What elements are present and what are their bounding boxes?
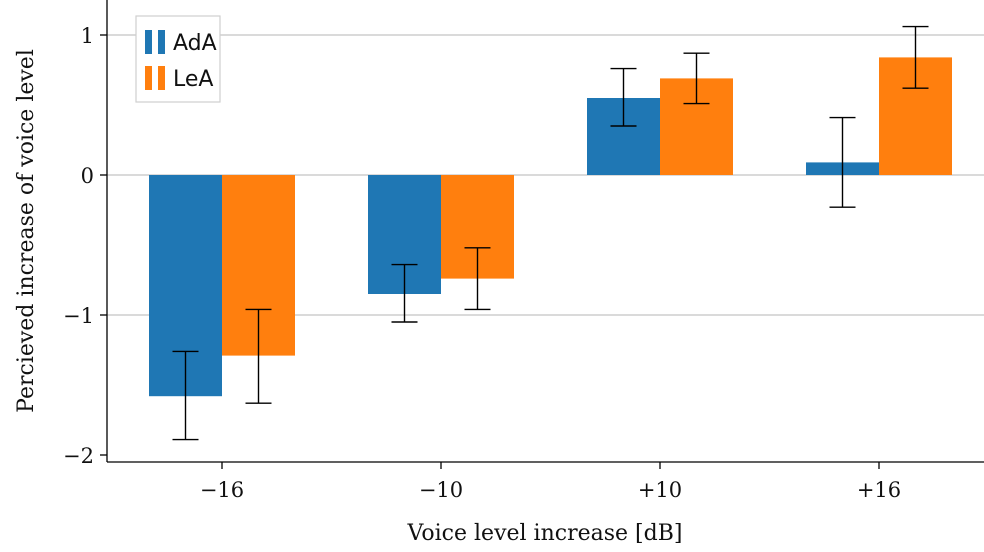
legend-swatch bbox=[158, 30, 165, 54]
y-axis-label: Percieved increase of voice level bbox=[14, 49, 39, 413]
y-tick-label: −1 bbox=[63, 304, 94, 328]
y-tick-label: 0 bbox=[81, 164, 94, 188]
legend-swatch bbox=[158, 66, 165, 90]
legend-swatch bbox=[145, 66, 152, 90]
x-axis-label: Voice level increase [dB] bbox=[407, 521, 683, 546]
bars bbox=[149, 57, 952, 397]
x-tick-label: −16 bbox=[200, 478, 244, 502]
tick-labels: 1 0 −1 −2 −16 −10 +10 +16 bbox=[63, 24, 901, 502]
y-tick-label: 1 bbox=[81, 24, 94, 48]
x-tick-label: +16 bbox=[857, 478, 901, 502]
legend-label: AdA bbox=[173, 31, 217, 56]
x-tick-label: +10 bbox=[638, 478, 682, 502]
x-tick-label: −10 bbox=[419, 478, 463, 502]
legend-swatch bbox=[145, 30, 152, 54]
axes bbox=[106, 0, 984, 463]
y-tick-label: −2 bbox=[63, 444, 94, 468]
legend: AdA LeA bbox=[135, 15, 221, 103]
error-bars bbox=[172, 25, 929, 441]
legend-label: LeA bbox=[173, 67, 213, 92]
